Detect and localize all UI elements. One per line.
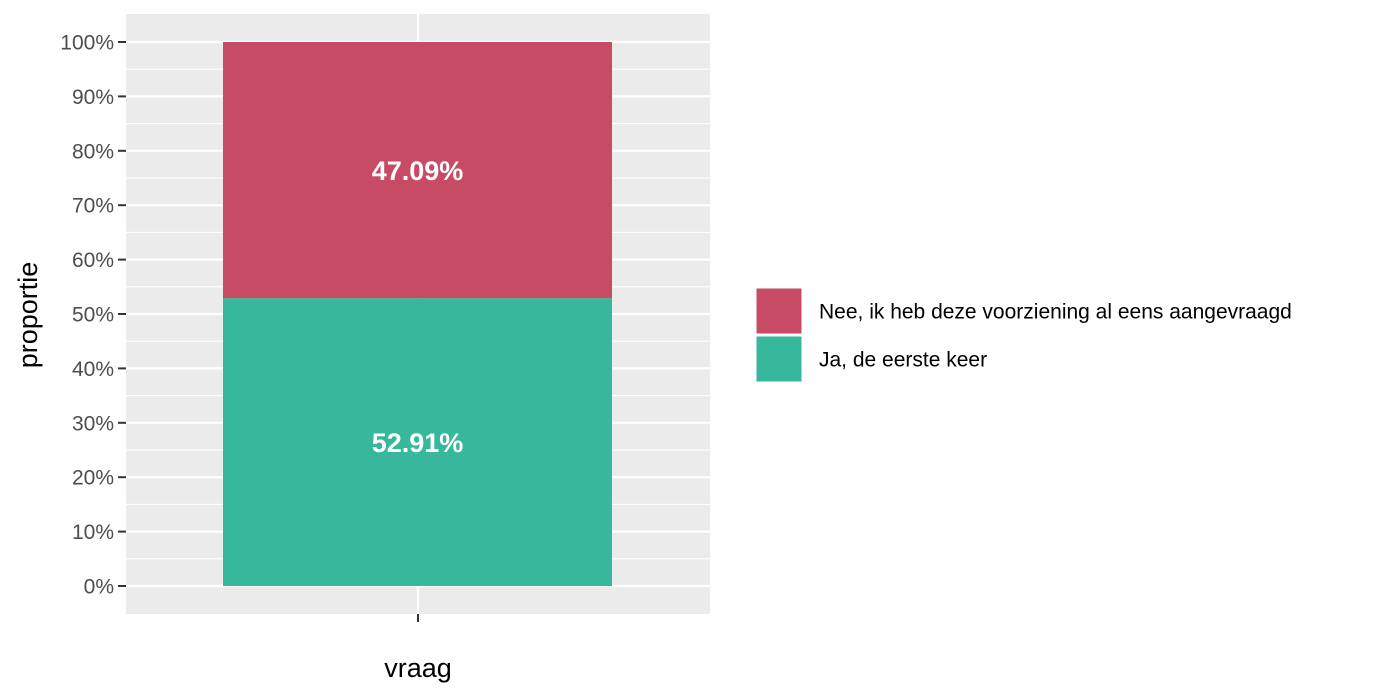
legend-key-1 [755,335,803,383]
y-tick-label: 50% [72,304,114,327]
y-tick-label: 0% [84,576,114,599]
y-tick-label: 30% [72,412,114,435]
y-tick-label: 100% [60,32,114,55]
y-tick-label: 90% [72,86,114,109]
legend-label-1: Ja, de eerste keer [819,349,987,372]
y-tick-label: 60% [72,249,114,272]
y-tick-label: 20% [72,467,114,490]
y-axis-title: proportie [13,262,43,369]
data-label-0: 52.91% [372,428,464,458]
y-tick-label: 80% [72,140,114,163]
legend: Nee, ik heb deze voorziening al eens aan… [755,287,1292,383]
y-tick-label: 40% [72,358,114,381]
y-axis: 0% 10% 20% 30% 40% 50% 60% 70% 80% 90% 100% [60,32,126,599]
bar-segments [223,42,612,586]
x-axis-title: vraag [384,653,452,683]
legend-key-0 [755,287,803,335]
data-labels: 52.91% 47.09% [372,156,464,458]
y-tick-label: 70% [72,195,114,218]
y-tick-label: 10% [72,521,114,544]
bar-segment-0 [223,298,612,586]
data-label-1: 47.09% [372,156,464,186]
bar-segment-1 [223,42,612,299]
legend-label-0: Nee, ik heb deze voorziening al eens aan… [819,301,1292,324]
